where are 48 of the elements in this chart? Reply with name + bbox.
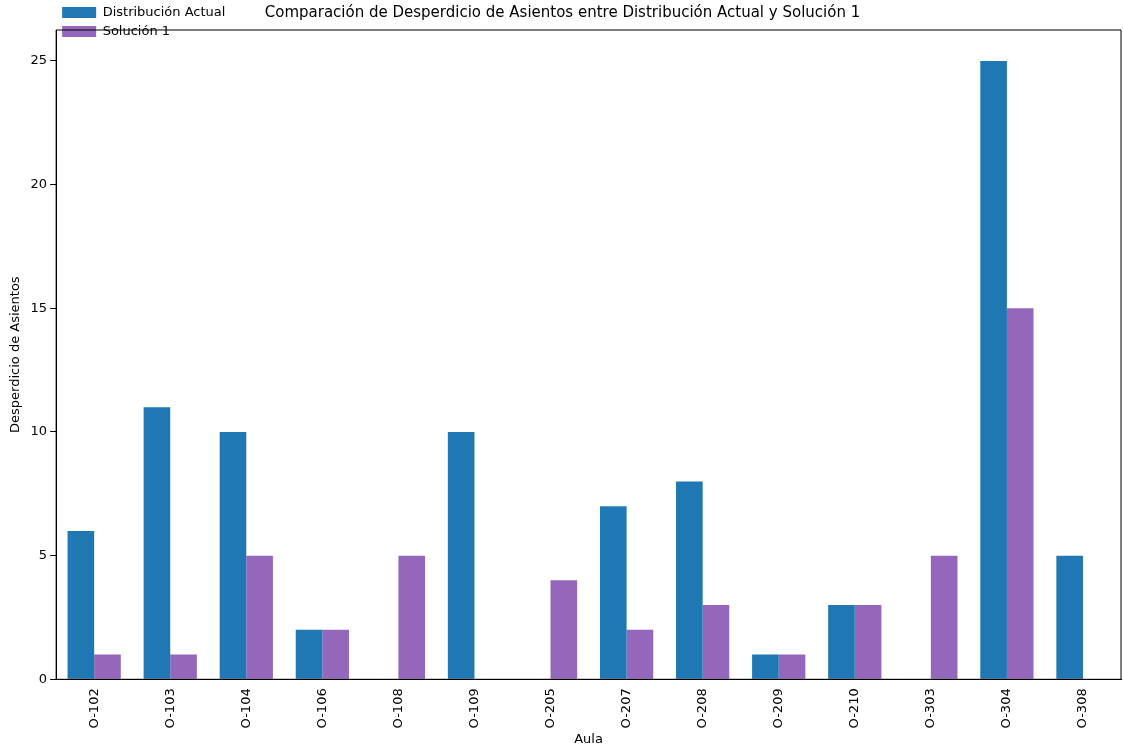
bar xyxy=(930,555,958,679)
legend-label: Solución 1 xyxy=(102,22,171,38)
y-tick-label: 10 xyxy=(30,423,48,439)
x-tick-label: O-208 xyxy=(694,688,710,729)
bar xyxy=(246,555,273,679)
bar xyxy=(702,605,730,679)
x-axis-title: Aula xyxy=(574,730,603,746)
bar xyxy=(626,629,654,679)
bar xyxy=(1056,555,1083,679)
x-tick-label: O-106 xyxy=(313,688,329,729)
x-tick-label: O-103 xyxy=(161,688,177,729)
x-tick-label: O-102 xyxy=(85,688,101,729)
y-tick-label: 15 xyxy=(30,299,48,315)
bar xyxy=(676,481,703,679)
bar xyxy=(295,629,323,679)
x-tick-label: O-303 xyxy=(922,688,938,729)
bar xyxy=(778,654,806,679)
legend-label: Distribución Actual xyxy=(102,3,226,19)
x-tick-label: O-205 xyxy=(541,688,557,729)
x-tick-label: O-207 xyxy=(617,688,633,729)
bar xyxy=(170,654,197,679)
x-tick-label: O-104 xyxy=(237,688,253,729)
bar xyxy=(447,431,475,679)
y-tick-label: 0 xyxy=(38,670,48,686)
y-tick-label: 25 xyxy=(30,52,48,68)
x-tick-label: O-209 xyxy=(770,688,786,729)
bar xyxy=(94,654,121,679)
bar xyxy=(1006,308,1034,679)
x-tick-label: O-308 xyxy=(1074,688,1090,729)
x-tick-label: O-109 xyxy=(465,688,481,729)
x-tick-label: O-108 xyxy=(389,688,405,729)
bar xyxy=(599,506,627,679)
x-tick-label: O-304 xyxy=(998,688,1014,729)
bar xyxy=(322,629,349,679)
bar xyxy=(828,605,855,679)
bar xyxy=(143,407,171,679)
bar xyxy=(67,530,95,679)
y-tick-label: 20 xyxy=(30,175,48,191)
bar xyxy=(550,580,578,679)
y-tick-label: 5 xyxy=(38,547,48,562)
x-tick-label: O-210 xyxy=(846,688,862,729)
bar xyxy=(398,555,426,679)
chart-title: Comparación de Desperdicio de Asientos entre Distribución Actual y Solución 1 xyxy=(264,2,861,21)
bar xyxy=(219,431,247,679)
bar xyxy=(980,60,1007,679)
bar xyxy=(752,654,779,679)
y-axis-title: Desperdicio de Asientos xyxy=(7,276,23,433)
bar xyxy=(854,605,882,679)
